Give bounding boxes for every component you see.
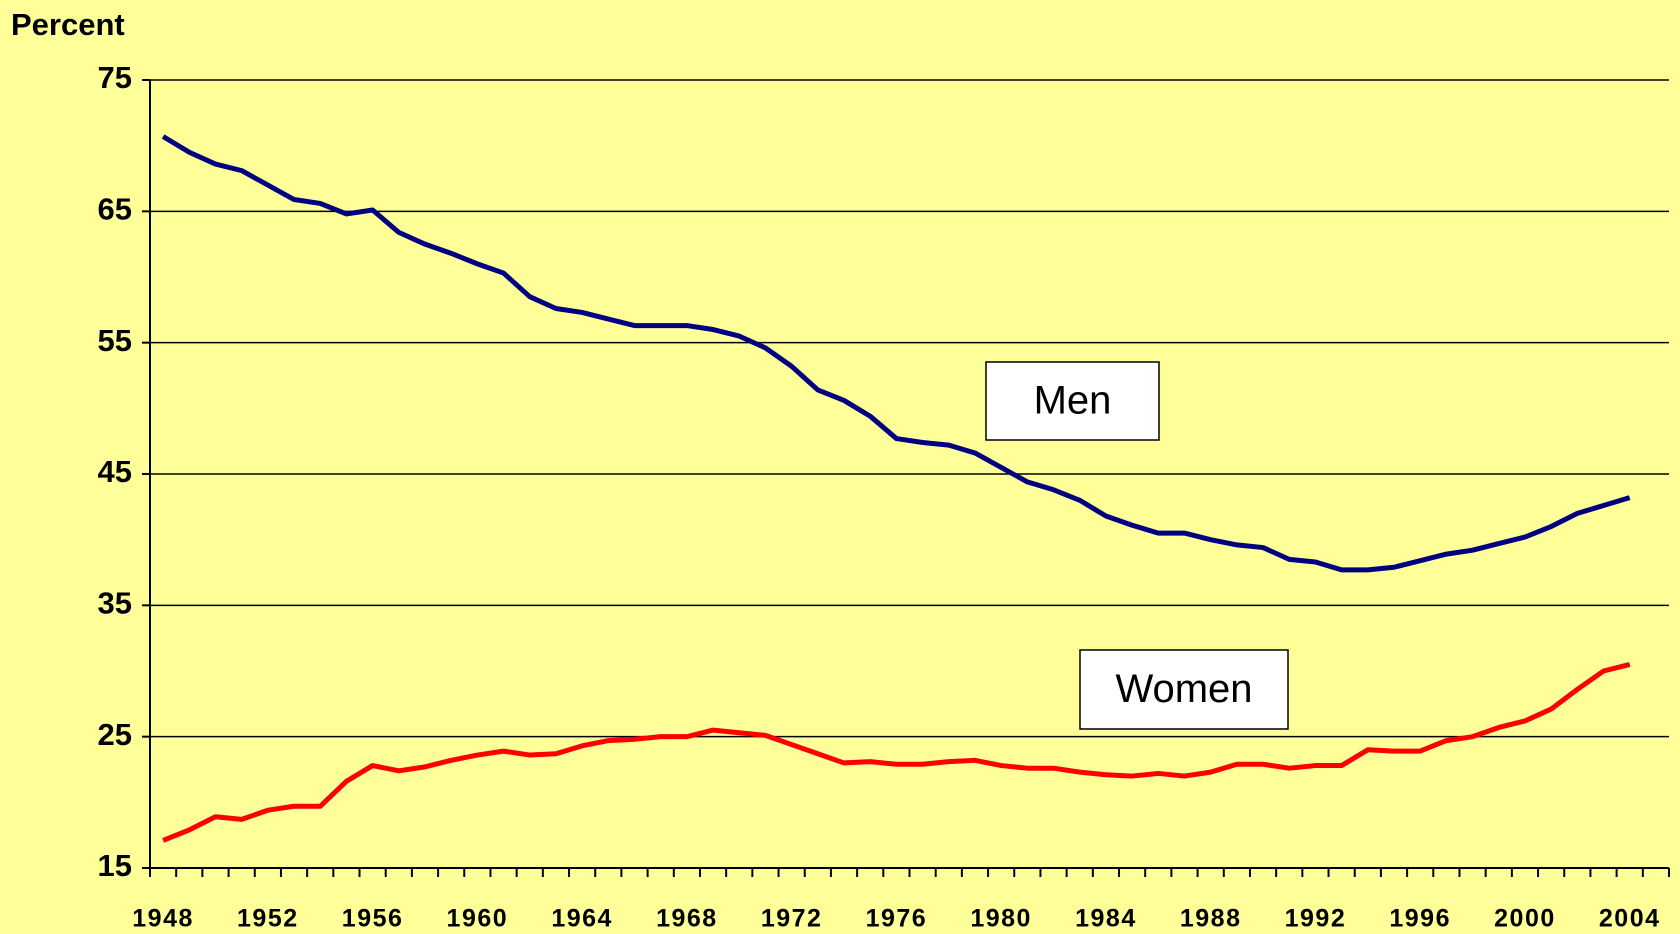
- x-tick-label: 2004: [1599, 905, 1661, 933]
- y-tick-label: 35: [98, 586, 132, 621]
- x-tick-label: 1968: [656, 905, 718, 933]
- series-line: [162, 662, 1631, 843]
- y-tick-label: 45: [98, 454, 132, 489]
- series-label-box: [985, 361, 1160, 441]
- y-tick-label: 65: [98, 192, 132, 227]
- x-tick-label: 1976: [866, 905, 928, 933]
- x-tick-label: 1956: [342, 905, 404, 933]
- y-tick-label: 25: [98, 717, 132, 752]
- series-label-box: [1079, 649, 1289, 730]
- series-label: Men: [1034, 379, 1112, 423]
- x-tick-label: 1988: [1180, 905, 1242, 933]
- x-tick-label: 1972: [761, 905, 823, 933]
- series-line: [161, 134, 1631, 573]
- x-tick-label: 1948: [132, 905, 194, 933]
- series-label: Women: [1115, 667, 1252, 711]
- y-axis-label: Percent: [11, 7, 125, 42]
- y-tick-label: 15: [98, 848, 132, 883]
- y-tick-label: 75: [98, 60, 132, 95]
- x-tick-label: 1996: [1389, 905, 1451, 933]
- x-tick-label: 1992: [1285, 905, 1347, 933]
- x-tick-label: 1952: [237, 905, 299, 933]
- x-tick-label: 1964: [551, 905, 613, 933]
- x-tick-label: 2000: [1494, 905, 1556, 933]
- x-tick-label: 1960: [447, 905, 509, 933]
- x-tick-label: 1980: [970, 905, 1032, 933]
- x-tick-label: 1984: [1075, 905, 1137, 933]
- y-tick-label: 55: [98, 323, 132, 358]
